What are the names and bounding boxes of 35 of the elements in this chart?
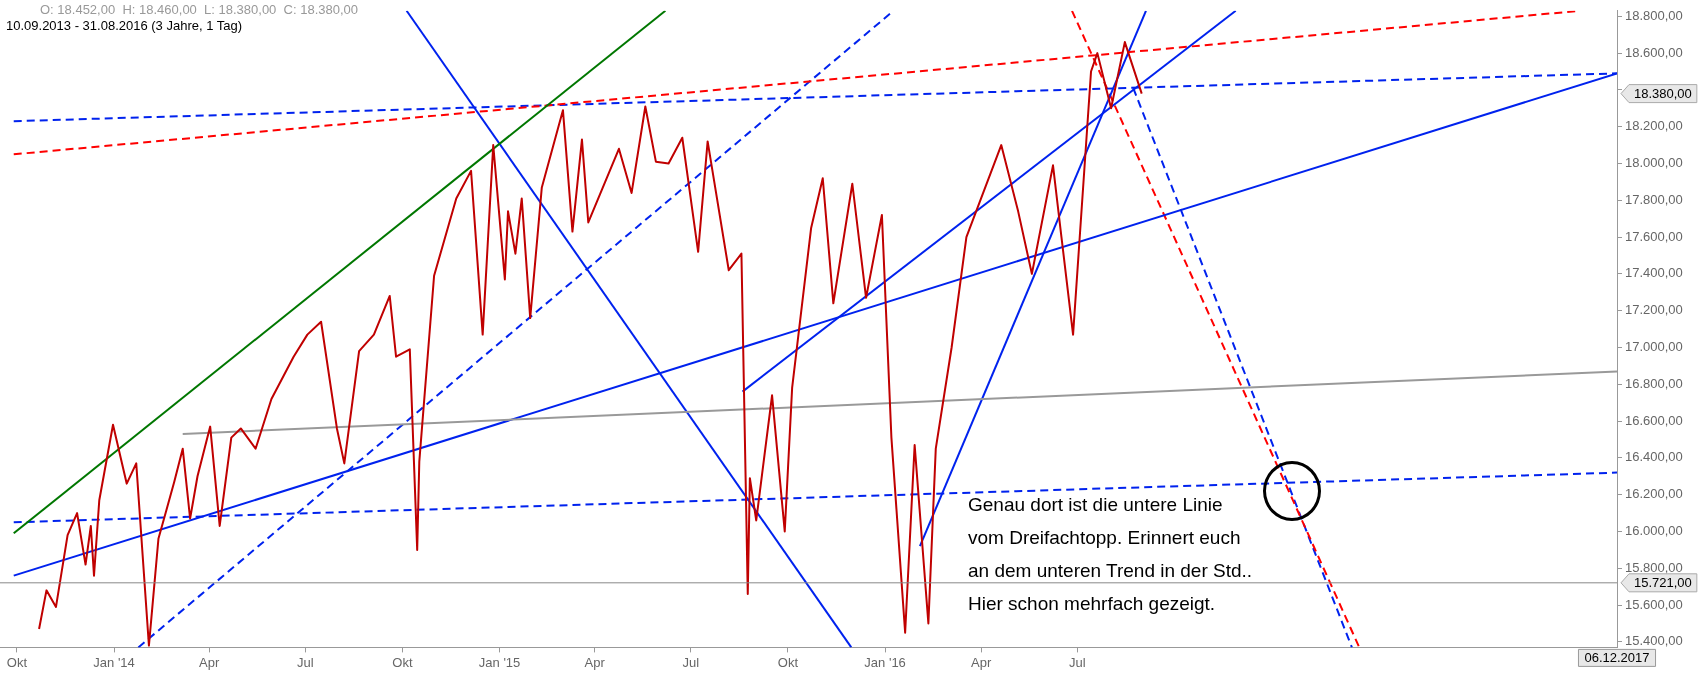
y-tick-label: 17.800,00: [1625, 191, 1683, 207]
y-tick-label: 17.200,00: [1625, 302, 1683, 318]
x-tick-label: Jul: [296, 654, 314, 670]
x-tick-label: Okt: [777, 654, 799, 670]
y-tick-label: 17.400,00: [1625, 265, 1683, 281]
y-tick-label: 16.400,00: [1625, 449, 1683, 465]
y-tick-label: 17.000,00: [1625, 339, 1683, 355]
x-tick-label: Jul: [1068, 654, 1086, 670]
y-tick-label: 16.000,00: [1625, 523, 1683, 539]
x-tick-label: Jan '15: [478, 654, 521, 670]
y-tick-label: 18.800,00: [1625, 7, 1683, 23]
x-tick-label: Okt: [6, 654, 28, 670]
x-tick-label: Okt: [392, 654, 413, 670]
y-tick-label: 16.200,00: [1625, 486, 1683, 502]
ref-line-label: 15.721,00: [1634, 575, 1692, 591]
x-tick-label: Jan '14: [93, 654, 135, 670]
y-tick-label: 18.000,00: [1625, 155, 1683, 171]
x-tick-label: Apr: [199, 654, 220, 670]
text: 18.380,00: [1634, 86, 1692, 102]
annotation: Genau dort ist die untere Linie vom Dreifachtopp. Erinnert euch an dem unteren Trend in der Std.. Hier schon mehrfach gezeigt.: [968, 493, 1253, 616]
y-tick-label: 15.800,00: [1625, 559, 1683, 575]
text: 06.12.2017: [1584, 649, 1650, 665]
chart-title: O: 18.452,00 H: 18.460,00 L: 18.380,00 C: 18.380,00: [40, 2, 359, 18]
y-tick-label: 16.800,00: [1625, 375, 1683, 391]
x-tick-label: Jul: [682, 654, 700, 670]
x-tick-label: Jan '16: [864, 654, 906, 670]
y-tick-label: 15.600,00: [1625, 596, 1683, 612]
text: 10.09.2013 - 31.08.2016 (3 Jahre, 1 Tag): [6, 18, 243, 34]
y-tick-label: 18.200,00: [1625, 118, 1683, 134]
y-tick-label: 18.600,00: [1625, 44, 1683, 60]
y-tick-label: 16.600,00: [1625, 412, 1683, 428]
y-tick-label: 15.400,00: [1625, 633, 1683, 649]
x-tick-label: Apr: [971, 654, 992, 670]
x-tick-label: Apr: [584, 654, 606, 670]
y-tick-label: 17.600,00: [1625, 228, 1683, 244]
